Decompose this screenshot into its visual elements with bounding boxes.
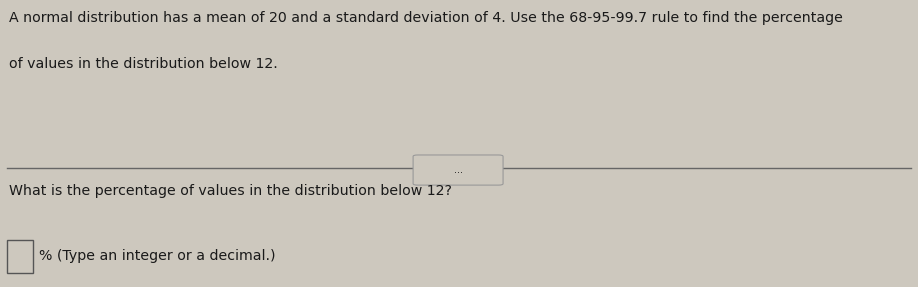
- Text: % (Type an integer or a decimal.): % (Type an integer or a decimal.): [39, 249, 275, 263]
- Text: What is the percentage of values in the distribution below 12?: What is the percentage of values in the …: [9, 184, 453, 198]
- Text: of values in the distribution below 12.: of values in the distribution below 12.: [9, 57, 278, 71]
- FancyBboxPatch shape: [413, 155, 503, 185]
- Text: ...: ...: [453, 165, 463, 175]
- FancyBboxPatch shape: [7, 240, 33, 273]
- Text: A normal distribution has a mean of 20 and a standard deviation of 4. Use the 68: A normal distribution has a mean of 20 a…: [9, 11, 843, 26]
